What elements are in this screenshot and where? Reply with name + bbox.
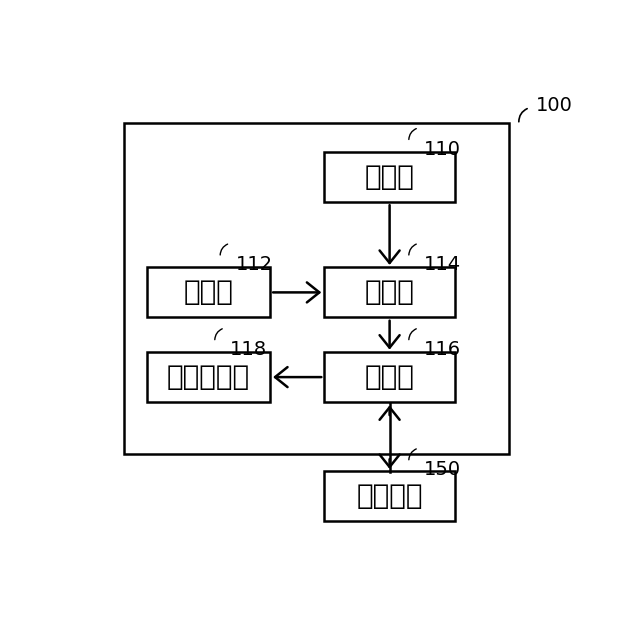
Bar	[324, 352, 455, 402]
Text: 学習部: 学習部	[184, 278, 234, 307]
Text: 114: 114	[424, 255, 461, 275]
Text: 112: 112	[236, 255, 273, 275]
Text: 通信部: 通信部	[365, 363, 415, 391]
Text: 110: 110	[424, 140, 461, 159]
Text: 116: 116	[424, 340, 461, 359]
Text: 処理装置: 処理装置	[356, 483, 423, 511]
Text: 150: 150	[424, 460, 461, 479]
Text: 100: 100	[536, 96, 573, 115]
Bar	[147, 352, 270, 402]
Bar	[147, 268, 270, 317]
Text: 識別部: 識別部	[365, 278, 415, 307]
Text: 撮像部: 撮像部	[365, 163, 415, 191]
Bar	[124, 123, 509, 454]
Bar	[324, 268, 455, 317]
Bar	[324, 472, 455, 522]
Text: 118: 118	[230, 340, 268, 359]
Text: 表示制御部: 表示制御部	[167, 363, 250, 391]
Bar	[324, 152, 455, 202]
